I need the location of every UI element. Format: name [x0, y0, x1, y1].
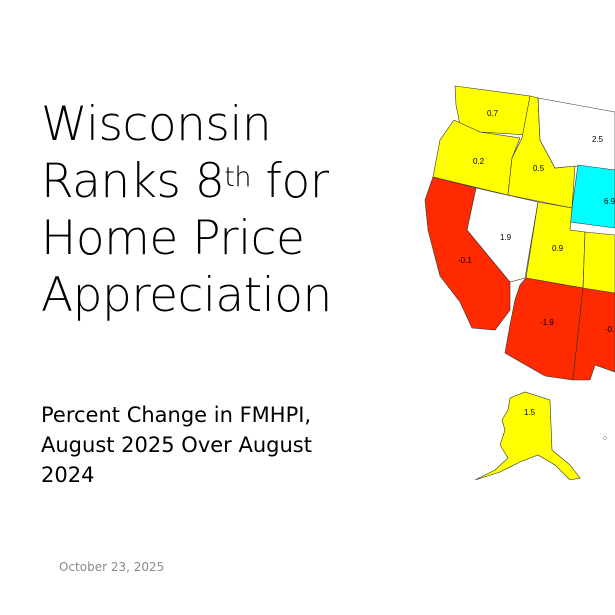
title-line-3: Home Price — [41, 211, 305, 266]
state-nm — [572, 287, 615, 381]
state-az — [504, 277, 584, 381]
title-line-4: Appreciation — [41, 268, 332, 323]
label-az: -1.9 — [540, 318, 554, 327]
label-ca: -0.1 — [458, 256, 472, 265]
label-nv: 1.9 — [500, 233, 512, 242]
title-rank-text: Ranks 8 — [41, 154, 225, 209]
label-or: 0.2 — [473, 157, 485, 166]
title-superscript: th — [224, 162, 251, 193]
island-marker — [603, 436, 607, 440]
label-ak: 1.5 — [524, 408, 536, 417]
slide-date: October 23, 2025 — [59, 560, 165, 574]
title-line-1: Wisconsin — [41, 97, 272, 152]
label-nm: -0. — [605, 325, 614, 334]
state-co — [582, 231, 615, 296]
title-for-text: for — [250, 154, 329, 209]
state-mt — [537, 97, 615, 171]
label-wy: 6.9 — [604, 197, 615, 206]
slide-subtitle: Percent Change in FMHPI, August 2025 Ove… — [41, 403, 312, 487]
label-wa: 0.7 — [487, 109, 499, 118]
state-wy — [569, 164, 615, 229]
state-nv — [466, 187, 539, 283]
state-ak — [474, 391, 581, 480]
label-id: 0.5 — [533, 164, 545, 173]
label-ut: 0.9 — [552, 244, 564, 253]
title-line-2: Ranks 8th for — [41, 153, 371, 210]
label-mt: 2.5 — [592, 135, 604, 144]
us-map: 0.7 0.2 0.5 2.5 6.9 -0.1 1.9 0.9 -1.9 -0… — [424, 85, 615, 480]
slide-title: Wisconsin Ranks 8th for Home Price Appre… — [41, 96, 371, 324]
